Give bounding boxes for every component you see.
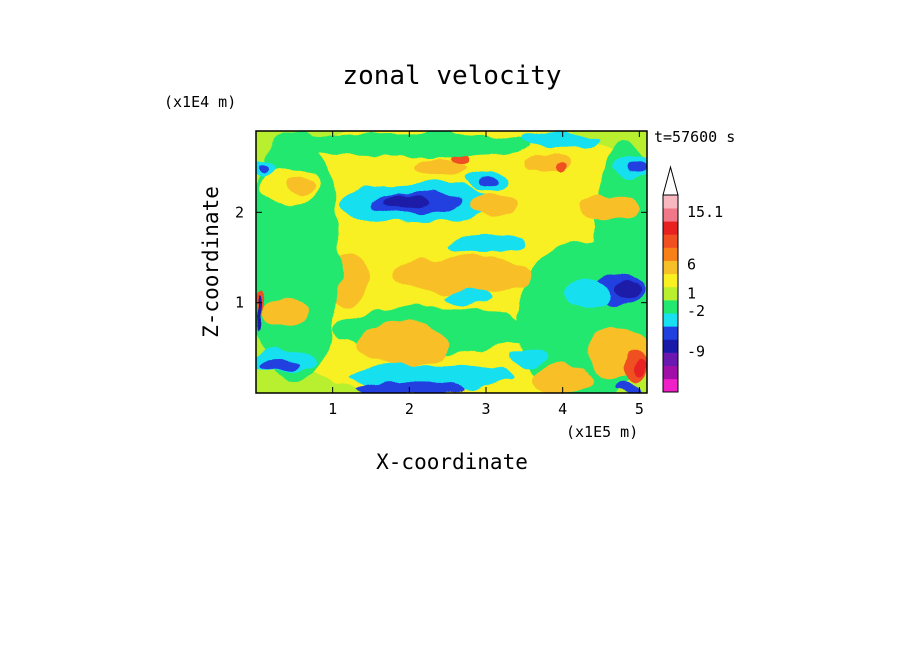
x-axis: 1 2 3 4 5 [328,131,644,418]
field-region [355,320,448,366]
field-region [447,234,525,253]
field-region [562,280,609,308]
colorbar-level [663,247,678,261]
x-tick-label: 3 [481,400,490,418]
colorbar-label: 15.1 [687,203,723,221]
colorbar-level [663,273,678,288]
colorbar-level [663,365,678,380]
field-region [626,161,645,173]
colorbar-level [663,286,678,301]
field-region [470,192,517,215]
field-region [616,383,647,393]
field-region [382,195,429,208]
time-label: t=57600 s [654,128,735,146]
colorbar [662,165,679,393]
colorbar-level [663,300,678,314]
field-region [286,131,532,158]
field-region [443,290,498,306]
colorbar-label: -2 [687,302,705,320]
field-region [476,176,496,186]
field-regions [256,131,647,393]
x-tick-label: 5 [635,400,644,418]
x-axis-label: X-coordinate [376,450,528,474]
x-tick-label: 2 [405,400,414,418]
field-region [455,153,471,163]
colorbar-level [663,352,678,367]
field-region [394,255,532,296]
colorbar-level [663,208,678,222]
chart-title: zonal velocity [342,61,561,91]
y-axis: 12 [235,203,647,312]
field-region [612,281,644,297]
colorbar-max-arrow [662,165,679,196]
colorbar-label: 6 [687,256,696,274]
colorbar-level [663,221,678,235]
y-tick-label: 2 [235,203,244,221]
y-axis-label: Z-coordinate [199,186,223,338]
plot-area [256,131,647,393]
colorbar-level [663,339,678,353]
x-tick-label: 4 [558,400,567,418]
field-region [524,132,602,148]
y-tick-label: 1 [235,294,244,312]
field-region [578,194,640,222]
y-unit-label: (x1E4 m) [164,93,236,111]
field-region [633,356,646,375]
plot-frame [255,130,648,394]
field-region [257,293,263,330]
colorbar-level [663,326,678,340]
colorbar-labels: 15.1 6 1-2 -9 [687,203,723,361]
colorbar-level [663,378,678,393]
colorbar-level [663,234,678,248]
x-unit-label: (x1E5 m) [566,423,638,441]
colorbar-label: 1 [687,285,696,303]
field-region [532,365,594,393]
field-region [263,298,310,326]
field-region [413,158,467,177]
colorbar-level [663,195,678,209]
field-region [259,360,299,372]
field-region [509,347,548,366]
x-tick-label: 1 [328,400,337,418]
colorbar-level [663,260,678,275]
field-region [259,161,269,173]
field-region [286,176,318,195]
colorbar-label: -9 [687,342,705,360]
field-region [552,162,565,172]
colorbar-frame [662,194,679,393]
colorbar-level [663,313,678,327]
